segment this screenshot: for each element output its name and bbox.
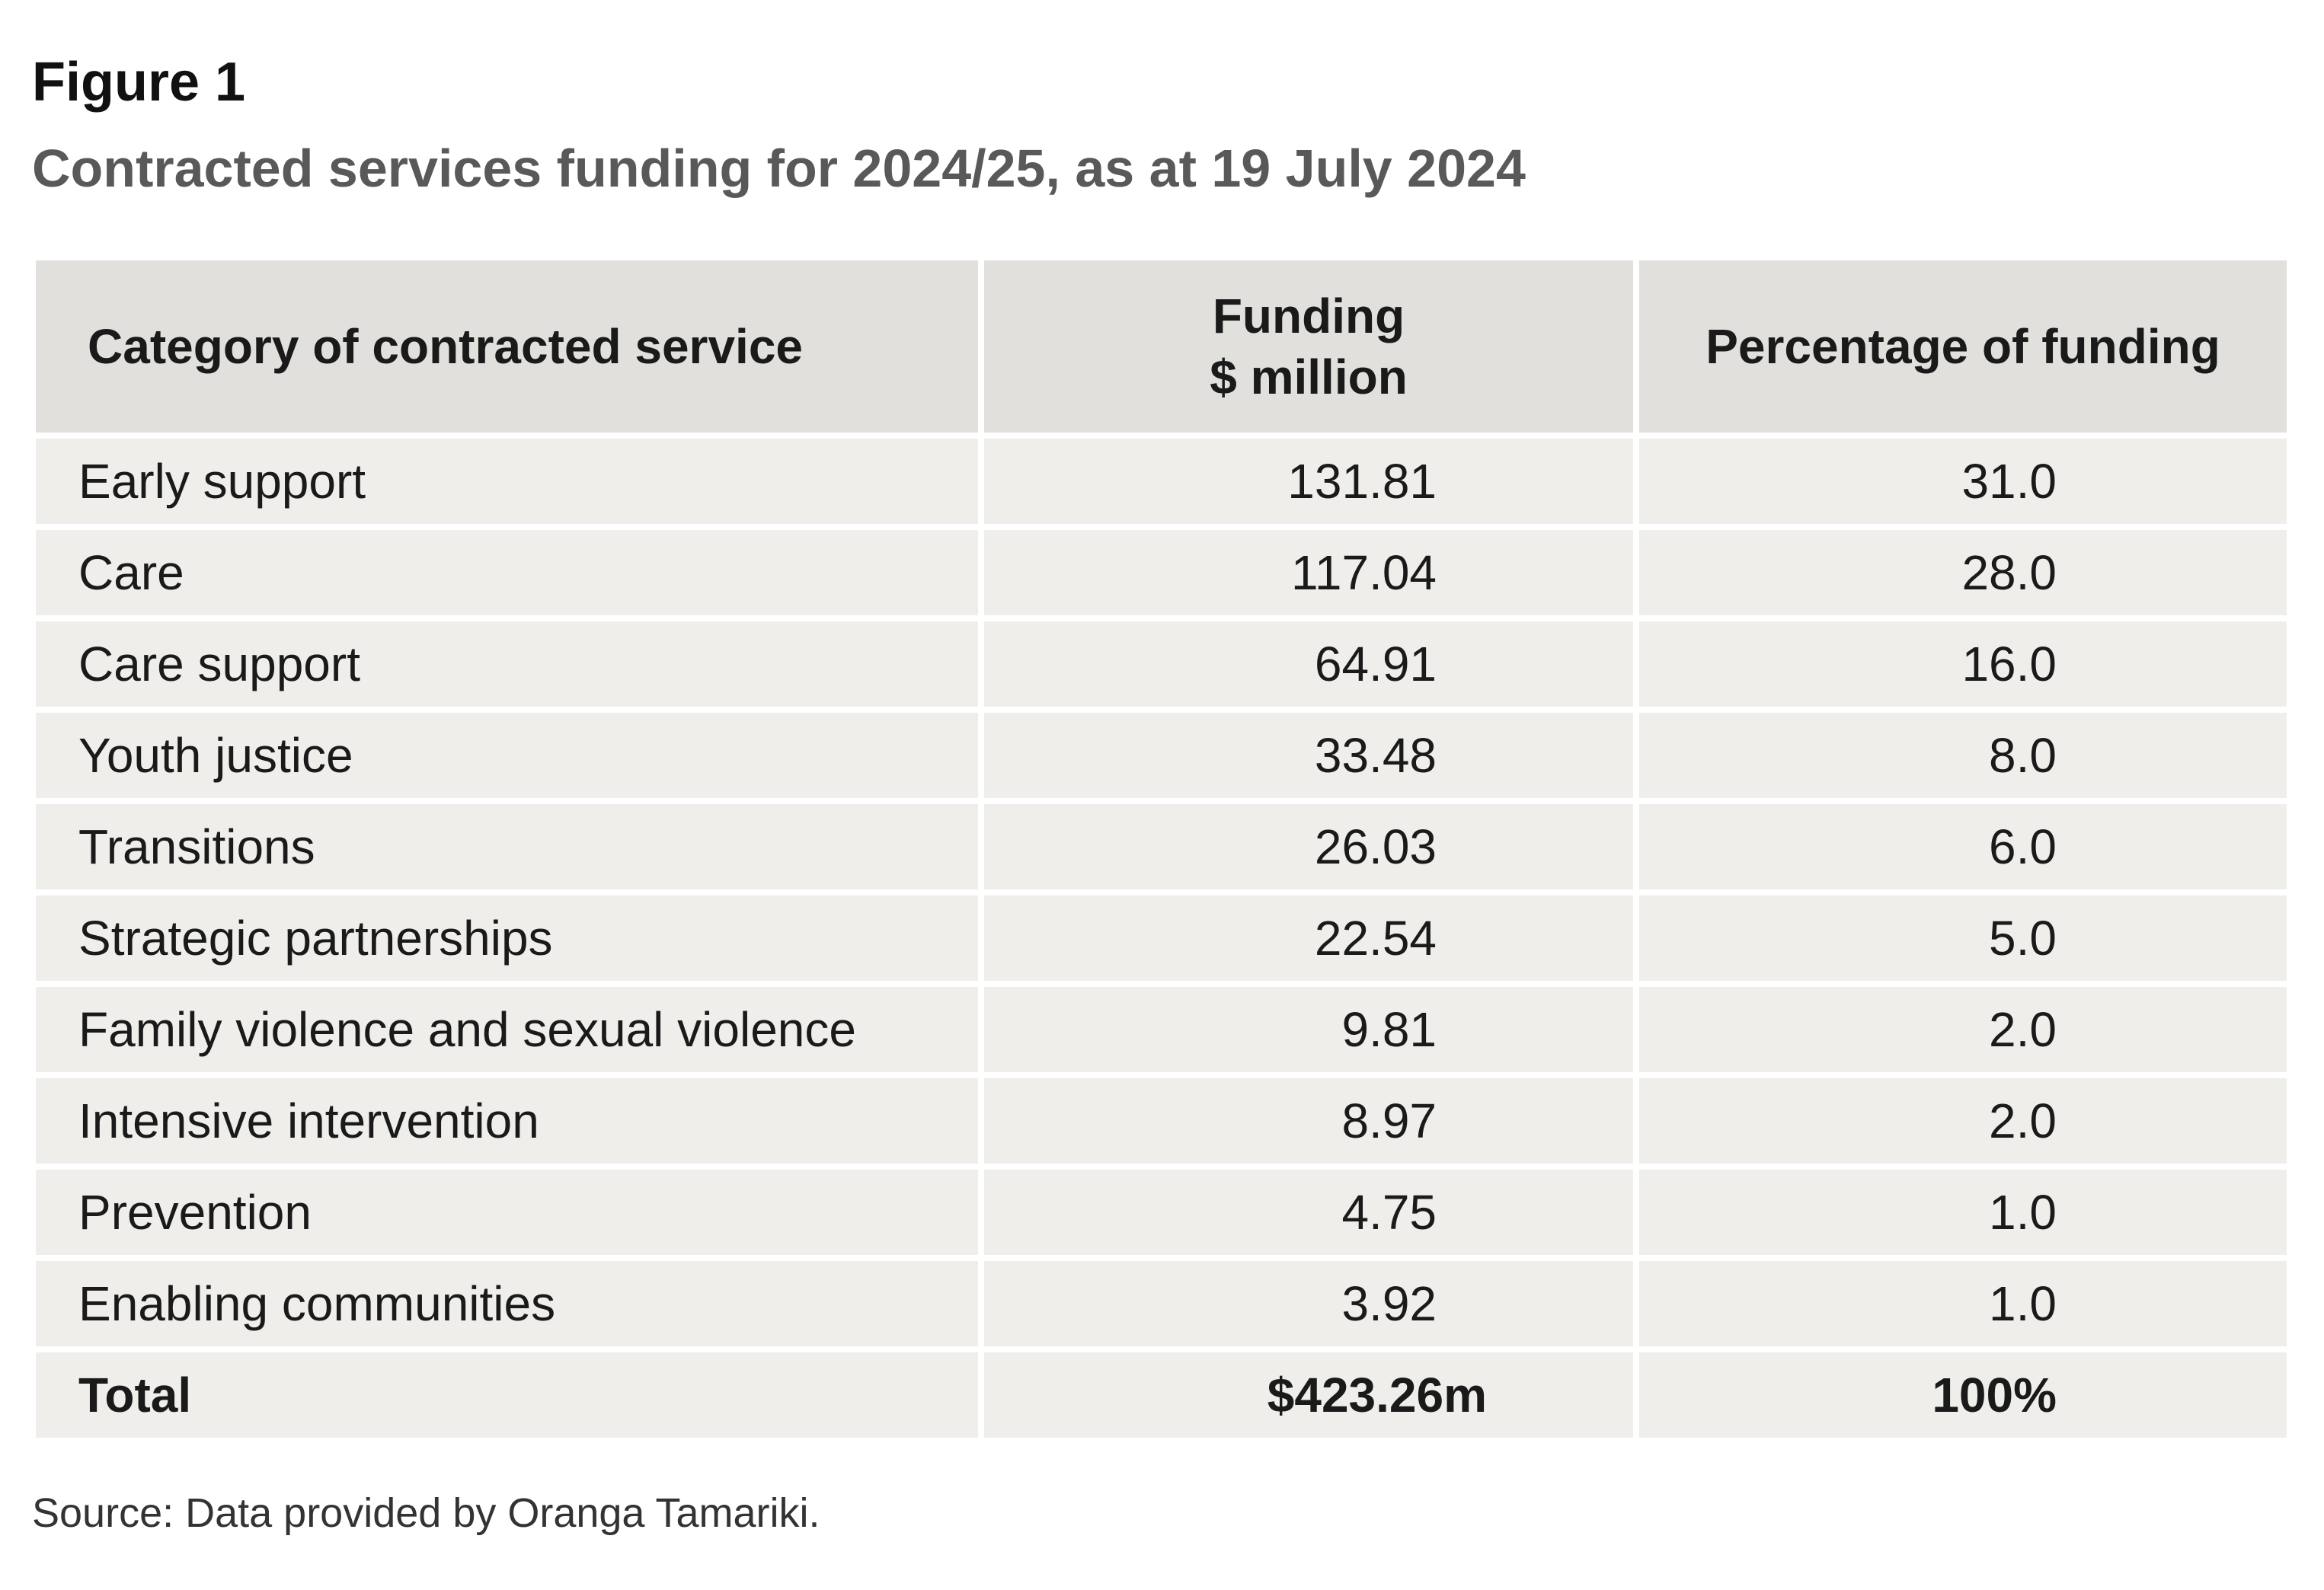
row-category: Care: [36, 530, 978, 615]
table-row: Youth justice 33.48 8.0: [36, 713, 2287, 798]
row-funding: 4.75: [984, 1170, 1633, 1255]
row-category: Enabling communities: [36, 1261, 978, 1346]
row-percentage: 2.0: [1639, 987, 2287, 1072]
row-category: Intensive intervention: [36, 1078, 978, 1164]
row-percentage: 8.0: [1639, 713, 2287, 798]
header-funding: Funding $ million: [984, 260, 1633, 433]
table-row: Strategic partnerships 22.54 5.0: [36, 896, 2287, 981]
row-percentage: 31.0: [1639, 439, 2287, 524]
row-category: Family violence and sexual violence: [36, 987, 978, 1072]
row-category: Care support: [36, 621, 978, 707]
table-header-row: Category of contracted service Funding $…: [36, 260, 2287, 433]
row-category: Prevention: [36, 1170, 978, 1255]
source-note: Source: Data provided by Oranga Tamariki…: [32, 1490, 820, 1536]
table-row: Enabling communities 3.92 1.0: [36, 1261, 2287, 1346]
row-category: Youth justice: [36, 713, 978, 798]
header-funding-line2: $ million: [1210, 350, 1408, 404]
row-funding: 33.48: [984, 713, 1633, 798]
row-funding: 117.04: [984, 530, 1633, 615]
row-funding: 64.91: [984, 621, 1633, 707]
row-funding: 26.03: [984, 804, 1633, 889]
table-row: Care support 64.91 16.0: [36, 621, 2287, 707]
row-percentage: 5.0: [1639, 896, 2287, 981]
header-funding-line1: Funding: [1212, 289, 1405, 343]
table-row: Prevention 4.75 1.0: [36, 1170, 2287, 1255]
row-category: Transitions: [36, 804, 978, 889]
table-row: Intensive intervention 8.97 2.0: [36, 1078, 2287, 1164]
row-percentage: 1.0: [1639, 1170, 2287, 1255]
header-category: Category of contracted service: [36, 260, 978, 433]
row-funding: 8.97: [984, 1078, 1633, 1164]
row-funding: 22.54: [984, 896, 1633, 981]
total-percentage: 100%: [1639, 1352, 2287, 1438]
table-row: Care 117.04 28.0: [36, 530, 2287, 615]
table-row: Early support 131.81 31.0: [36, 439, 2287, 524]
table-total-row: Total $423.26m 100%: [36, 1352, 2287, 1438]
funding-table: Category of contracted service Funding $…: [36, 260, 2287, 1444]
row-percentage: 1.0: [1639, 1261, 2287, 1346]
total-label: Total: [36, 1352, 978, 1438]
table-row: Family violence and sexual violence 9.81…: [36, 987, 2287, 1072]
header-percentage: Percentage of funding: [1639, 260, 2287, 433]
row-funding: 131.81: [984, 439, 1633, 524]
figure-title: Contracted services funding for 2024/25,…: [32, 139, 1526, 198]
row-percentage: 2.0: [1639, 1078, 2287, 1164]
row-category: Strategic partnerships: [36, 896, 978, 981]
row-category: Early support: [36, 439, 978, 524]
table-row: Transitions 26.03 6.0: [36, 804, 2287, 889]
total-funding: $423.26m: [984, 1352, 1633, 1438]
row-funding: 9.81: [984, 987, 1633, 1072]
row-percentage: 16.0: [1639, 621, 2287, 707]
row-percentage: 6.0: [1639, 804, 2287, 889]
figure-label: Figure 1: [32, 52, 246, 113]
row-funding: 3.92: [984, 1261, 1633, 1346]
row-percentage: 28.0: [1639, 530, 2287, 615]
